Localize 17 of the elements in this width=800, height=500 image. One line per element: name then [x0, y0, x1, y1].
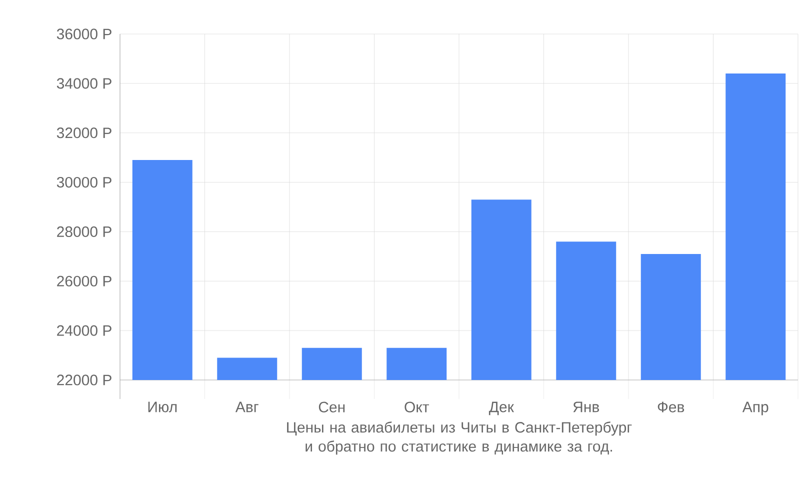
x-tick-label: Дек [488, 402, 514, 416]
x-tick-label: Окт [404, 402, 430, 412]
y-tick-label: 24000 Р [57, 325, 112, 336]
x-tick-label: Апр [742, 402, 768, 416]
y-tick-label: 32000 Р [56, 128, 112, 138]
y-tick-label: 26000 Р [57, 276, 112, 286]
y-tick-label: 30000 Р [56, 176, 112, 188]
text: Цены на авиабилеты из Читы в Санкт-Петербург и обратно по статистике в динамике за год. [287, 422, 632, 455]
y-tick-label: 22000 Р [57, 374, 112, 386]
y-tick-label: 28000 Р [57, 226, 112, 238]
y-tick-label: 36000 Р [56, 28, 112, 40]
x-tick-label: Сен [318, 402, 345, 412]
x-tick-label: Фев [658, 402, 684, 412]
y-tick-label: 34000 Р [56, 78, 112, 89]
x-tick-label: Янв [573, 402, 599, 412]
x-tick-label: Авг [235, 402, 258, 412]
x-tick-label: Июл [148, 402, 177, 412]
